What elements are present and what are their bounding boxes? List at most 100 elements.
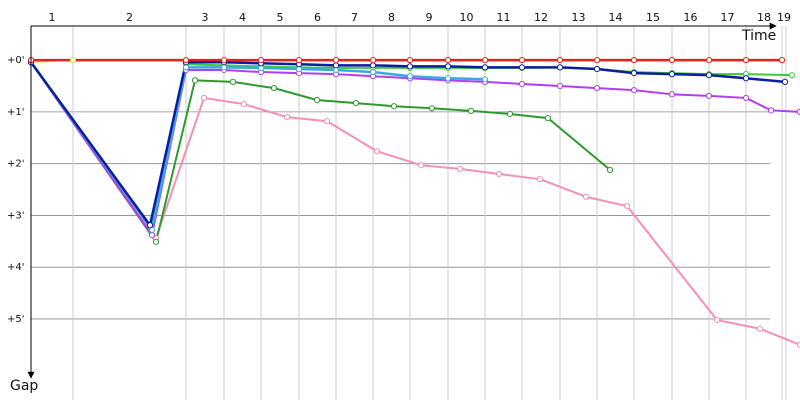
point	[796, 108, 800, 116]
point	[582, 193, 590, 200]
point	[200, 94, 208, 102]
point	[668, 91, 676, 98]
y-tick-label: +5'	[7, 314, 25, 325]
point	[332, 62, 340, 69]
point	[518, 57, 526, 64]
point	[518, 80, 526, 88]
lap-label: 14	[609, 11, 623, 24]
point	[444, 57, 452, 64]
y-tick-label: +1'	[7, 107, 25, 118]
point	[767, 107, 775, 114]
point	[742, 75, 750, 82]
point	[229, 78, 237, 85]
point	[406, 57, 414, 64]
lap-label: 17	[721, 11, 735, 24]
point	[220, 57, 228, 64]
point	[152, 238, 160, 245]
point	[481, 57, 489, 64]
y-tick-label: +4'	[7, 262, 25, 273]
point	[332, 57, 340, 64]
lap-label: 16	[684, 11, 698, 24]
point	[742, 94, 750, 102]
point	[444, 75, 452, 82]
point	[467, 107, 475, 114]
lap-label: 8	[388, 11, 395, 24]
point	[390, 103, 398, 110]
point	[796, 341, 800, 348]
series-line	[30, 61, 793, 229]
point	[756, 325, 764, 332]
point	[182, 57, 190, 64]
point	[352, 100, 360, 107]
point	[668, 57, 676, 64]
point	[630, 87, 638, 94]
lap-label: 9	[426, 11, 433, 24]
point	[713, 316, 721, 324]
point	[373, 148, 381, 155]
series-line	[29, 61, 486, 232]
y-axis-label: Gap	[10, 378, 38, 394]
lap-label: 7	[351, 11, 358, 24]
point	[257, 57, 265, 64]
point	[705, 92, 713, 99]
lap-label: 4	[239, 11, 246, 24]
point	[369, 57, 377, 64]
lap-label: 15	[646, 11, 660, 24]
y-tick-label: +0'	[7, 55, 25, 66]
lap-label: 11	[497, 11, 511, 24]
point	[406, 63, 414, 70]
grid: +0'+1'+2'+3'+4'+5'1 2 3 4 5 6 7 8 9 10 11 12 13 14 15 1…	[7, 11, 791, 400]
point	[506, 110, 514, 118]
point	[146, 222, 154, 229]
lap-label: 5	[277, 11, 284, 24]
lap-label: 6	[314, 11, 321, 24]
lap-label: 3	[202, 11, 209, 24]
point	[742, 57, 750, 64]
lap-label: 10	[460, 11, 474, 24]
point	[630, 69, 638, 77]
series-line	[30, 61, 800, 237]
lap-label: 18	[757, 11, 771, 24]
point	[369, 68, 377, 76]
point	[630, 57, 638, 64]
point	[556, 57, 564, 64]
point	[295, 57, 303, 64]
series-line	[30, 61, 611, 243]
point	[788, 72, 796, 79]
point	[593, 85, 601, 92]
plot-area	[27, 57, 800, 348]
point	[778, 57, 786, 64]
point	[313, 96, 321, 104]
point	[428, 105, 436, 112]
point	[606, 166, 614, 173]
lap-label: 1	[49, 11, 56, 24]
point	[182, 64, 190, 71]
point	[148, 231, 156, 239]
point	[518, 64, 526, 71]
point	[220, 64, 228, 71]
point	[69, 57, 77, 64]
point	[481, 76, 489, 83]
lap-label: 12	[534, 11, 548, 24]
point	[191, 77, 199, 84]
series-line	[30, 61, 800, 346]
point	[536, 176, 544, 183]
x-axis-label: Time	[741, 28, 776, 44]
point	[444, 63, 452, 70]
lap-label: 2	[126, 11, 133, 24]
point	[593, 57, 601, 64]
lap-label: 13	[572, 11, 586, 24]
point	[556, 82, 564, 90]
point	[668, 71, 676, 78]
point	[417, 162, 425, 169]
point	[705, 57, 713, 64]
point	[270, 85, 278, 92]
point	[240, 101, 248, 108]
point	[705, 72, 713, 79]
y-tick-label: +2'	[7, 159, 25, 170]
point	[323, 118, 331, 125]
lap-label: 19	[777, 11, 791, 24]
point	[369, 62, 377, 69]
